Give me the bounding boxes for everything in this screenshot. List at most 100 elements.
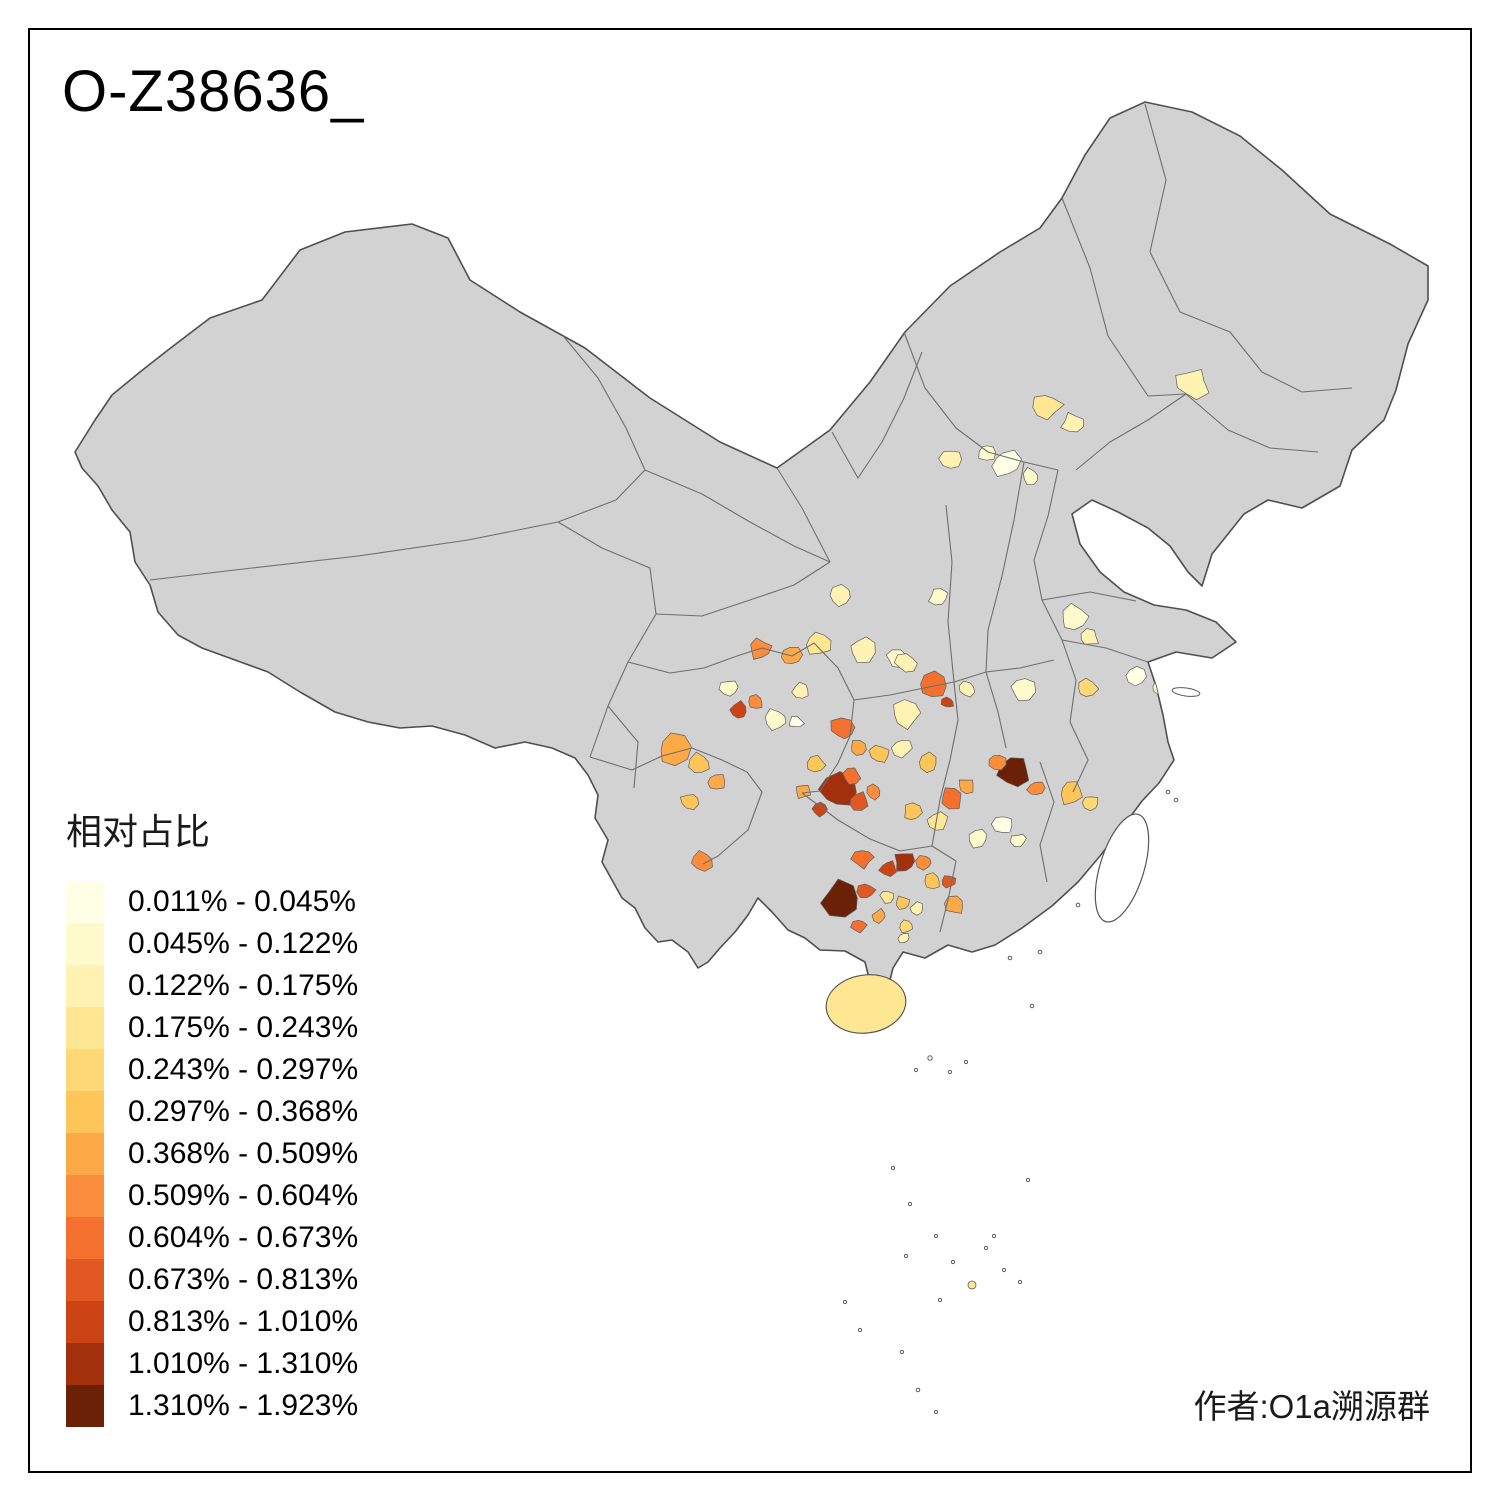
legend-range-label: 0.368% - 0.509% xyxy=(128,1137,359,1170)
taiwan-island xyxy=(1094,813,1150,923)
legend-title: 相对占比 xyxy=(66,811,211,852)
province-border xyxy=(1229,331,1353,393)
legend-row: 0.604% - 0.673% xyxy=(66,1217,358,1259)
legend-range-label: 0.509% - 0.604% xyxy=(128,1179,359,1212)
legend-color-swatch xyxy=(66,1385,104,1427)
province-border xyxy=(149,331,646,581)
legend-range-label: 0.122% - 0.175% xyxy=(128,969,359,1002)
prefecture-region xyxy=(850,919,868,934)
prefecture-region xyxy=(1032,395,1065,421)
prefecture-region xyxy=(829,584,851,608)
sea-island xyxy=(991,1233,997,1239)
province-border xyxy=(939,860,957,933)
legend-color-swatch xyxy=(66,1007,104,1049)
legend-color-swatch xyxy=(66,881,104,923)
prefecture-region xyxy=(1175,368,1210,401)
prefecture-region xyxy=(899,919,913,934)
province-border xyxy=(655,561,831,617)
prefecture-region xyxy=(920,670,947,697)
sea-island xyxy=(857,1327,863,1333)
sea-island xyxy=(1075,902,1081,908)
prefecture-region xyxy=(764,708,787,732)
sea-island xyxy=(1029,1003,1035,1009)
legend-row: 1.310% - 1.923% xyxy=(66,1385,358,1427)
sea-island xyxy=(842,1299,848,1305)
legend-row: 0.045% - 0.122% xyxy=(66,923,358,965)
legend-color-swatch xyxy=(66,923,104,965)
prefecture-region xyxy=(924,872,940,890)
prefecture-region xyxy=(866,783,881,801)
legend-range-label: 0.243% - 0.297% xyxy=(128,1053,359,1086)
province-border xyxy=(589,747,763,865)
prefecture-region xyxy=(707,774,726,790)
legend-color-swatch xyxy=(66,1133,104,1175)
province-border xyxy=(801,699,855,794)
legend-range-label: 0.297% - 0.368% xyxy=(128,1095,359,1128)
province-border xyxy=(1033,469,1063,641)
prefecture-region xyxy=(968,828,988,849)
province-border xyxy=(801,792,957,862)
chongming-island xyxy=(1171,687,1201,697)
province-border xyxy=(1075,393,1187,471)
province-border xyxy=(607,705,639,789)
prefecture-region xyxy=(1078,677,1100,697)
province-border xyxy=(903,331,1059,471)
sea-island xyxy=(1025,1177,1031,1183)
prefecture-region xyxy=(897,933,910,943)
legend-color-swatch xyxy=(66,1049,104,1091)
sea-island xyxy=(947,1069,953,1075)
province-border xyxy=(985,671,1007,749)
prefecture-region xyxy=(1060,411,1084,433)
province-border xyxy=(1144,103,1231,333)
legend-range-label: 0.011% - 0.045% xyxy=(128,885,356,918)
sea-island xyxy=(1037,949,1043,955)
legend-row: 0.122% - 0.175% xyxy=(66,965,358,1007)
prefecture-region xyxy=(988,755,1007,771)
prefecture-region xyxy=(978,445,997,461)
sea-island xyxy=(907,1201,913,1207)
sea-island xyxy=(933,1409,939,1415)
prefecture-region xyxy=(791,681,809,699)
prefecture-region xyxy=(806,754,827,773)
prefecture-region xyxy=(1061,781,1083,806)
sea-island xyxy=(913,1067,919,1073)
prefecture-region xyxy=(871,907,886,925)
legend-range-label: 1.010% - 1.310% xyxy=(128,1347,359,1380)
legend-row: 0.368% - 0.509% xyxy=(66,1133,358,1175)
province-border xyxy=(627,642,855,701)
province-borders xyxy=(149,103,1353,933)
prefecture-region xyxy=(918,751,937,773)
province-border xyxy=(945,504,955,683)
colored-island-dot xyxy=(967,1280,977,1290)
prefecture-region xyxy=(890,739,913,759)
prefecture-region xyxy=(811,801,828,818)
legend-range-label: 0.673% - 0.813% xyxy=(128,1263,359,1296)
legend-color-swatch xyxy=(66,1175,104,1217)
prefecture-region xyxy=(894,853,916,872)
sea-island xyxy=(933,1233,939,1239)
prefecture-region xyxy=(927,588,949,606)
prefecture-region xyxy=(1022,467,1038,486)
prefecture-region xyxy=(958,779,974,795)
prefecture-region xyxy=(851,739,867,756)
sea-island xyxy=(915,1387,921,1393)
province-border xyxy=(931,681,959,847)
prefecture-region xyxy=(1125,666,1147,687)
prefecture-region xyxy=(904,802,923,821)
sea-island xyxy=(937,1297,943,1303)
province-border xyxy=(1039,761,1055,883)
legend-color-swatch xyxy=(66,1217,104,1259)
prefecture-region xyxy=(842,767,862,785)
prefecture-region xyxy=(990,816,1013,833)
author-credit: 作者:O1a溯源群 xyxy=(1193,1388,1430,1425)
province-border xyxy=(644,469,831,563)
prefecture-region xyxy=(718,680,739,697)
province-border xyxy=(831,351,923,479)
prefecture-region xyxy=(895,895,911,910)
legend-range-label: 1.310% - 1.923% xyxy=(128,1389,359,1422)
prefecture-region xyxy=(820,878,858,918)
sea-island xyxy=(1173,797,1179,803)
legend-range-label: 0.175% - 0.243% xyxy=(128,1011,359,1044)
prefecture-region xyxy=(879,890,894,904)
sea-island xyxy=(963,1059,969,1065)
